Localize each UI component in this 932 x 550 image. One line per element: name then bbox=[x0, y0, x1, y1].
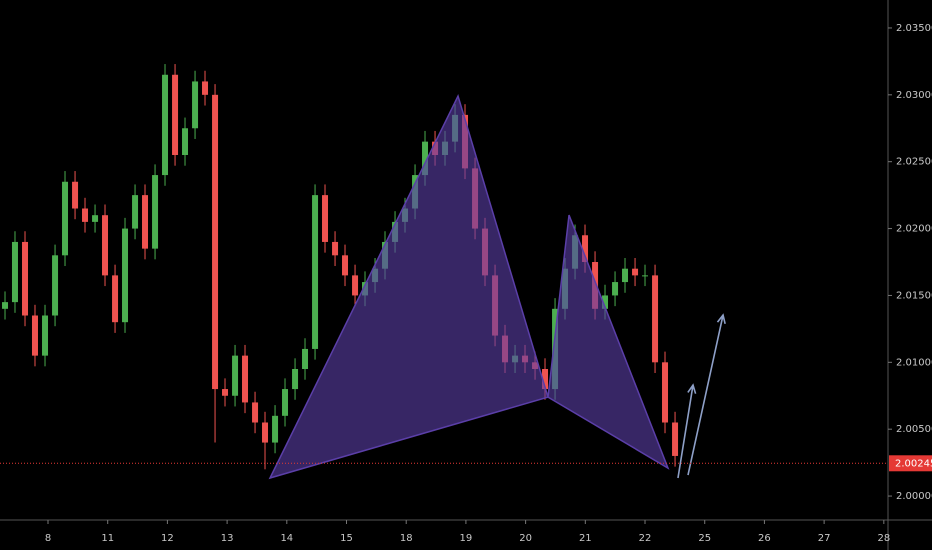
candle-body bbox=[282, 389, 289, 416]
candle-body bbox=[242, 355, 249, 403]
pattern-triangle bbox=[268, 93, 549, 480]
candle-body bbox=[11, 241, 18, 303]
last-price-box bbox=[889, 455, 932, 472]
candle-body bbox=[312, 195, 319, 349]
x-tick-label: 13 bbox=[221, 533, 234, 544]
candle-body bbox=[102, 215, 109, 276]
candle-body bbox=[172, 74, 179, 156]
candle-body bbox=[22, 241, 29, 316]
candle-body bbox=[92, 215, 99, 222]
candle-body bbox=[192, 81, 199, 129]
candle-body bbox=[132, 195, 139, 229]
y-tick-label: 2.02000 bbox=[896, 224, 932, 235]
candle-body bbox=[142, 195, 149, 249]
last-price-label: 2.00245 bbox=[895, 458, 932, 469]
candle-body bbox=[352, 275, 359, 296]
y-tick-label: 2.01000 bbox=[896, 357, 932, 368]
x-tick-label: 19 bbox=[460, 533, 473, 544]
x-tick-label: 27 bbox=[818, 533, 831, 544]
candle-body bbox=[622, 268, 629, 283]
candle-body bbox=[662, 362, 669, 423]
x-tick-label: 28 bbox=[877, 533, 890, 544]
x-tick-label: 20 bbox=[519, 533, 532, 544]
candle-body bbox=[672, 422, 679, 456]
candle-body bbox=[122, 228, 129, 323]
candle-body bbox=[302, 348, 309, 370]
candle-body bbox=[332, 241, 339, 256]
candle-body bbox=[262, 422, 269, 443]
candle-body bbox=[82, 208, 89, 222]
candle-body bbox=[322, 195, 329, 242]
candle-body bbox=[252, 402, 259, 423]
x-tick-label: 8 bbox=[45, 533, 51, 544]
y-tick-label: 2.00500 bbox=[896, 424, 932, 435]
y-tick-label: 2.00000 bbox=[896, 491, 932, 502]
candle-body bbox=[212, 94, 219, 390]
arrow bbox=[687, 313, 726, 476]
x-tick-label: 22 bbox=[639, 533, 652, 544]
arrow bbox=[677, 383, 697, 479]
x-tick-label: 25 bbox=[698, 533, 711, 544]
candle-body bbox=[342, 255, 349, 276]
y-tick-label: 2.03000 bbox=[896, 90, 932, 101]
candle-body bbox=[612, 282, 619, 296]
candle-body bbox=[31, 315, 38, 356]
x-tick-label: 21 bbox=[579, 533, 592, 544]
candle-body bbox=[632, 268, 639, 276]
x-tick-label: 15 bbox=[340, 533, 353, 544]
candle-body bbox=[112, 275, 119, 323]
candle-body bbox=[232, 355, 239, 396]
y-tick-label: 2.02500 bbox=[896, 157, 932, 168]
pattern-triangle bbox=[547, 214, 670, 470]
x-tick-label: 26 bbox=[758, 533, 771, 544]
y-tick-label: 2.01500 bbox=[896, 290, 932, 301]
candle-body bbox=[292, 369, 299, 390]
candle-body bbox=[42, 315, 49, 356]
candle-body bbox=[182, 128, 189, 156]
candle-body bbox=[62, 181, 69, 256]
candle-body bbox=[422, 141, 429, 176]
candle-body bbox=[602, 295, 609, 309]
candle-body bbox=[2, 302, 9, 309]
candle-body bbox=[162, 74, 169, 176]
candle-body bbox=[652, 275, 659, 363]
candle-body bbox=[72, 181, 79, 209]
candle-body bbox=[52, 255, 59, 316]
candle-body bbox=[222, 389, 229, 396]
candle-body bbox=[202, 81, 209, 95]
x-tick-label: 18 bbox=[400, 533, 413, 544]
y-tick-label: 2.03500 bbox=[896, 23, 932, 34]
candle-body bbox=[542, 369, 549, 390]
x-tick-label: 11 bbox=[101, 533, 114, 544]
candle-body bbox=[152, 175, 159, 249]
x-tick-label: 14 bbox=[280, 533, 293, 544]
candle-body bbox=[272, 415, 279, 443]
candle-body bbox=[642, 275, 649, 277]
candle-body bbox=[582, 235, 589, 263]
x-tick-label: 12 bbox=[161, 533, 174, 544]
